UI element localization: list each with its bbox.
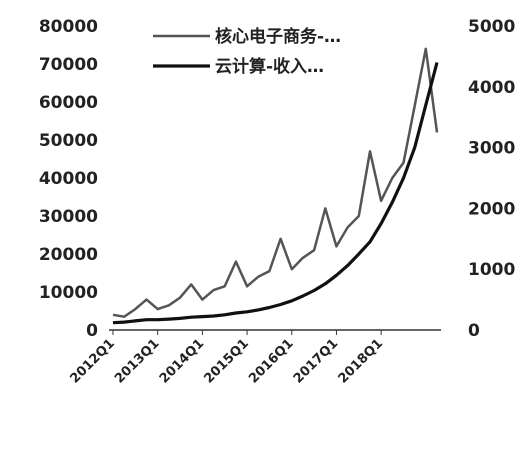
right-y-tick-label: 3000: [468, 139, 515, 159]
right-y-tick-label: 5000: [468, 17, 515, 37]
legend-label: 云计算-收入…: [215, 56, 324, 77]
x-tick-label: 2017Q1: [291, 336, 341, 386]
left-y-tick-label: 80000: [39, 17, 98, 37]
right-y-axis: 0 1000 2000 3000 4000 5000: [468, 17, 515, 341]
left-y-tick-label: 40000: [39, 169, 98, 189]
series-layer: [112, 47, 439, 325]
x-axis: 2012Q12013Q12014Q12015Q12016Q12017Q12018…: [67, 329, 441, 387]
left-y-tick-label: 60000: [39, 93, 98, 113]
legend-label: 核心电子商务-…: [215, 26, 341, 47]
left-y-tick-label: 50000: [39, 131, 98, 151]
x-tick-label: 2016Q1: [246, 336, 296, 386]
x-tick-label: 2012Q1: [67, 336, 117, 386]
x-tick-label: 2015Q1: [201, 336, 251, 386]
legend: 核心电子商务-… 云计算-收入…: [153, 26, 341, 77]
series-line-core-ecommerce: [112, 47, 439, 318]
right-y-tick-label: 4000: [468, 78, 515, 98]
left-y-tick-label: 0: [86, 321, 98, 341]
left-y-axis: 0 10000 20000 30000 40000 50000 60000 70000 8000…: [39, 17, 98, 341]
right-y-tick-label: 2000: [468, 199, 515, 219]
x-tick-label: 2013Q1: [112, 336, 162, 386]
left-y-tick-label: 70000: [39, 55, 98, 75]
left-y-tick-label: 30000: [39, 207, 98, 227]
left-y-tick-label: 20000: [39, 245, 98, 265]
right-y-tick-label: 0: [468, 321, 480, 341]
x-tick-label: 2014Q1: [157, 336, 207, 386]
x-tick-label: 2018Q1: [336, 336, 386, 386]
left-y-tick-label: 10000: [39, 283, 98, 303]
series-line-cloud-revenue: [112, 62, 439, 325]
right-y-tick-label: 1000: [468, 260, 515, 280]
